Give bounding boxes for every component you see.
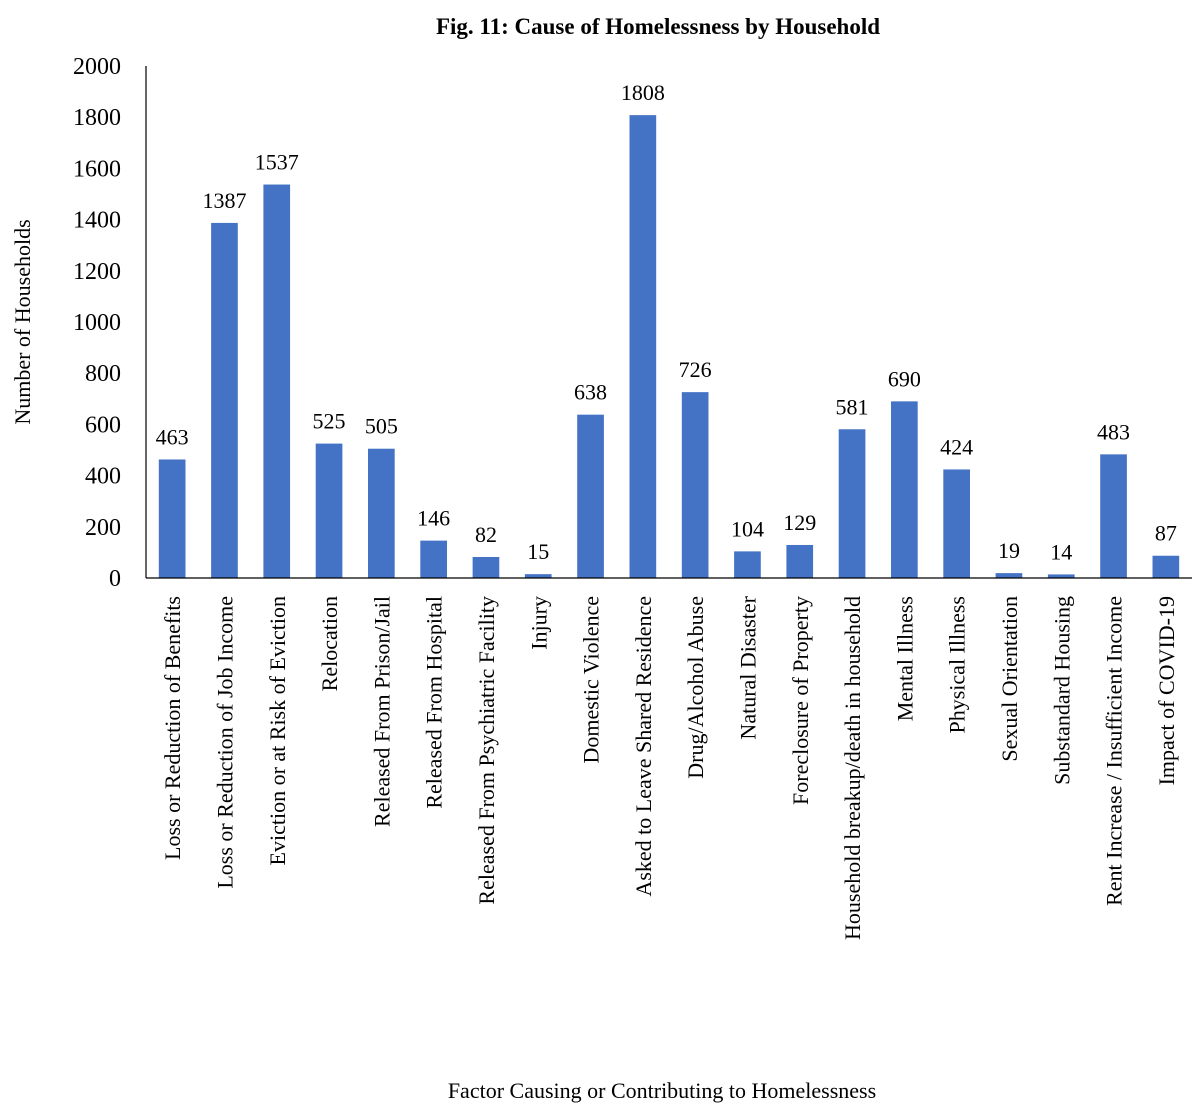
bar: [420, 540, 447, 578]
x-axis-label: Factor Causing or Contributing to Homele…: [448, 1078, 876, 1103]
data-label: 19: [998, 538, 1020, 563]
data-label: 146: [417, 506, 450, 531]
x-tick-label: Released From Psychiatric Facility: [474, 596, 499, 905]
bar: [158, 459, 186, 578]
bar: [891, 401, 918, 578]
data-label: 87: [1155, 521, 1177, 546]
x-tick-label: Rent Increase / Insufficient Income: [1102, 596, 1127, 906]
x-tick-label: Sexual Orientation: [997, 596, 1022, 762]
x-tick-label: Foreclosure of Property: [788, 596, 813, 805]
x-tick-label: Natural Disaster: [735, 595, 760, 739]
x-tick-label: Household breakup/death in household: [840, 596, 865, 940]
y-tick-label: 0: [109, 566, 121, 592]
data-label: 690: [888, 366, 921, 391]
bar: [577, 414, 604, 578]
x-tick-label: Domestic Violence: [579, 596, 604, 764]
x-tick-label: Substandard Housing: [1049, 596, 1074, 785]
data-label: 14: [1050, 539, 1072, 564]
x-tick-label: Impact of COVID-19: [1154, 596, 1179, 785]
data-label: 726: [679, 357, 712, 382]
y-tick-label: 200: [85, 515, 121, 541]
x-axis-ticks: Loss or Reduction of Benefits Loss or Red…: [160, 595, 1179, 940]
bar: [1100, 454, 1127, 578]
y-tick-label: 2000: [73, 54, 121, 80]
x-tick-label: Relocation: [317, 596, 342, 691]
x-tick-label: Injury: [526, 596, 551, 650]
y-tick-label: 1800: [73, 105, 121, 131]
data-label: 1808: [621, 80, 665, 105]
chart-title: Fig. 11: Cause of Homelessness by Househ…: [436, 14, 880, 39]
bar: [838, 429, 866, 578]
bar: [995, 573, 1023, 578]
data-label: 424: [940, 434, 973, 459]
bar: [368, 448, 395, 578]
bars: [158, 115, 1180, 579]
data-labels: 463 1387 1537 525 505 146 82 15 638 1808 726 104 129…: [156, 80, 1177, 564]
bar: [211, 222, 238, 579]
bar: [943, 469, 970, 578]
x-tick-label: Asked to Leave Shared Residence: [631, 596, 656, 897]
x-tick-label: Physical Illness: [945, 596, 970, 734]
data-label: 129: [783, 510, 816, 535]
data-label: 505: [365, 414, 398, 439]
x-tick-label: Loss or Reduction of Benefits: [160, 596, 185, 860]
y-axis-label: Number of Households: [10, 219, 35, 424]
x-tick-label: Released From Hospital: [422, 596, 447, 809]
bar: [1152, 555, 1180, 578]
bar: [315, 443, 343, 578]
x-tick-label: Eviction or at Risk of Eviction: [265, 596, 290, 865]
data-label: 463: [156, 424, 189, 449]
bar: [263, 184, 291, 578]
bar: [786, 544, 814, 578]
bar: [524, 574, 552, 578]
x-tick-label: Released From Prison/Jail: [369, 596, 394, 827]
y-tick-label: 600: [85, 412, 121, 438]
bar: [472, 557, 500, 578]
y-tick-label: 1400: [73, 208, 121, 234]
y-tick-label: 800: [85, 361, 121, 387]
data-label: 1537: [255, 150, 299, 175]
data-label: 581: [836, 394, 869, 419]
y-tick-label: 400: [85, 464, 121, 490]
data-label: 638: [574, 380, 607, 405]
bar: [1047, 574, 1075, 578]
data-label: 82: [475, 522, 497, 547]
data-label: 15: [527, 539, 549, 564]
bar: [734, 551, 761, 578]
data-label: 483: [1097, 419, 1130, 444]
data-label: 104: [731, 516, 764, 541]
data-label: 1387: [202, 188, 246, 213]
x-tick-label: Loss or Reduction of Job Income: [212, 596, 237, 889]
x-tick-label: Mental Illness: [892, 596, 917, 721]
y-axis-ticks: 0 200 400 600 800 1000 1200 1400 1600 1800 2000: [73, 54, 121, 592]
x-tick-label: Drug/Alcohol Abuse: [683, 596, 708, 779]
bar: [629, 115, 657, 578]
y-tick-label: 1600: [73, 156, 121, 182]
y-tick-label: 1200: [73, 259, 121, 285]
data-label: 525: [313, 409, 346, 434]
bar: [681, 392, 709, 578]
y-tick-label: 1000: [73, 310, 121, 336]
